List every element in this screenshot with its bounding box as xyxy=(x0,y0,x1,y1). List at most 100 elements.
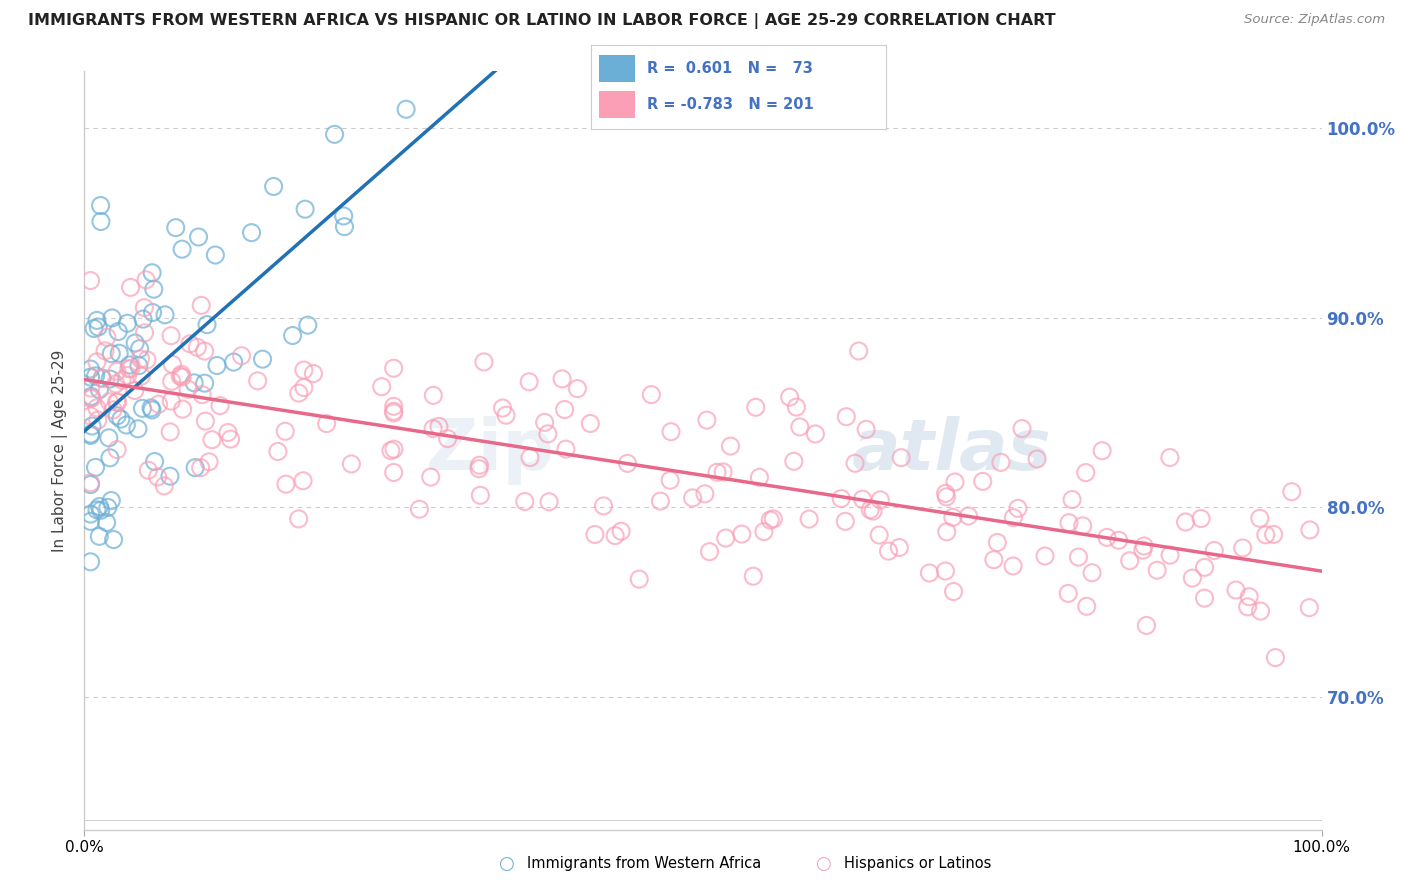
Point xyxy=(779,390,801,404)
Point xyxy=(468,461,491,475)
Point xyxy=(153,479,176,493)
Point xyxy=(422,388,444,402)
Point xyxy=(848,343,870,358)
Point xyxy=(79,392,101,406)
Point xyxy=(287,512,309,526)
Point xyxy=(217,425,239,440)
Point xyxy=(91,371,114,385)
Point xyxy=(86,401,108,415)
Point xyxy=(408,502,430,516)
Point xyxy=(89,500,111,514)
Point xyxy=(98,394,121,409)
Point xyxy=(136,352,159,367)
Point xyxy=(148,397,170,411)
Point xyxy=(219,432,242,446)
Point xyxy=(706,465,728,479)
Point xyxy=(1298,600,1320,615)
Point xyxy=(281,328,304,343)
Point xyxy=(942,510,965,524)
Point xyxy=(491,401,513,415)
Point xyxy=(107,325,129,339)
Text: R =  0.601   N =   73: R = 0.601 N = 73 xyxy=(647,61,813,76)
Point xyxy=(80,389,103,403)
Point xyxy=(315,417,337,431)
Point xyxy=(470,488,492,502)
Point xyxy=(436,432,458,446)
Point xyxy=(628,572,651,586)
Point xyxy=(134,301,156,315)
Point xyxy=(198,455,221,469)
Text: Hispanics or Latinos: Hispanics or Latinos xyxy=(844,856,991,871)
Point xyxy=(859,502,882,516)
Point xyxy=(519,450,541,465)
Point xyxy=(1060,492,1083,507)
Point xyxy=(1194,560,1216,574)
Point xyxy=(94,343,117,358)
Bar xyxy=(599,54,636,82)
Point xyxy=(513,494,536,508)
Point xyxy=(141,266,163,280)
Point xyxy=(592,499,614,513)
Point xyxy=(382,404,405,418)
Point xyxy=(105,409,128,423)
Point xyxy=(79,409,101,423)
Point xyxy=(165,220,187,235)
Point xyxy=(162,358,184,372)
Point xyxy=(659,473,682,487)
Point xyxy=(129,351,152,366)
Point xyxy=(104,376,127,391)
Text: Immigrants from Western Africa: Immigrants from Western Africa xyxy=(527,856,762,871)
Point xyxy=(146,470,169,484)
Point xyxy=(1174,515,1197,529)
Point xyxy=(141,403,163,417)
Text: Zip: Zip xyxy=(426,416,554,485)
Point xyxy=(1011,421,1033,435)
Point xyxy=(889,541,911,555)
Point xyxy=(97,500,120,515)
Point xyxy=(332,209,354,223)
Bar xyxy=(599,91,636,119)
Point xyxy=(172,242,194,256)
Point xyxy=(292,380,315,394)
Point xyxy=(650,494,672,508)
Point xyxy=(1074,466,1097,480)
Point xyxy=(745,401,768,415)
Point xyxy=(537,426,560,441)
Point xyxy=(918,566,941,580)
Point xyxy=(699,544,721,558)
Point xyxy=(395,102,418,116)
Point xyxy=(169,369,191,384)
Point xyxy=(292,363,315,377)
Point xyxy=(128,359,150,373)
Point xyxy=(380,443,402,458)
Point xyxy=(616,456,638,470)
Point xyxy=(1232,541,1254,555)
Point xyxy=(142,282,165,296)
Point xyxy=(87,413,110,427)
Point xyxy=(1067,550,1090,565)
Point xyxy=(797,512,820,526)
Point xyxy=(554,402,576,417)
Point xyxy=(783,454,806,468)
Point xyxy=(427,419,450,434)
Point xyxy=(79,427,101,442)
Point xyxy=(79,507,101,521)
Point xyxy=(187,230,209,244)
Point xyxy=(551,372,574,386)
Point xyxy=(472,355,495,369)
Point xyxy=(785,400,807,414)
Point xyxy=(105,442,128,457)
Point xyxy=(1159,548,1181,562)
Point xyxy=(943,475,966,489)
Point xyxy=(834,514,856,528)
Point xyxy=(179,336,201,351)
Point xyxy=(96,516,118,530)
Point xyxy=(957,508,980,523)
Point xyxy=(1159,450,1181,465)
Point xyxy=(1237,590,1260,604)
Point xyxy=(101,402,124,417)
Point xyxy=(759,513,782,527)
Point xyxy=(79,475,101,490)
Text: R = -0.783   N = 201: R = -0.783 N = 201 xyxy=(647,97,813,112)
Point xyxy=(208,399,231,413)
